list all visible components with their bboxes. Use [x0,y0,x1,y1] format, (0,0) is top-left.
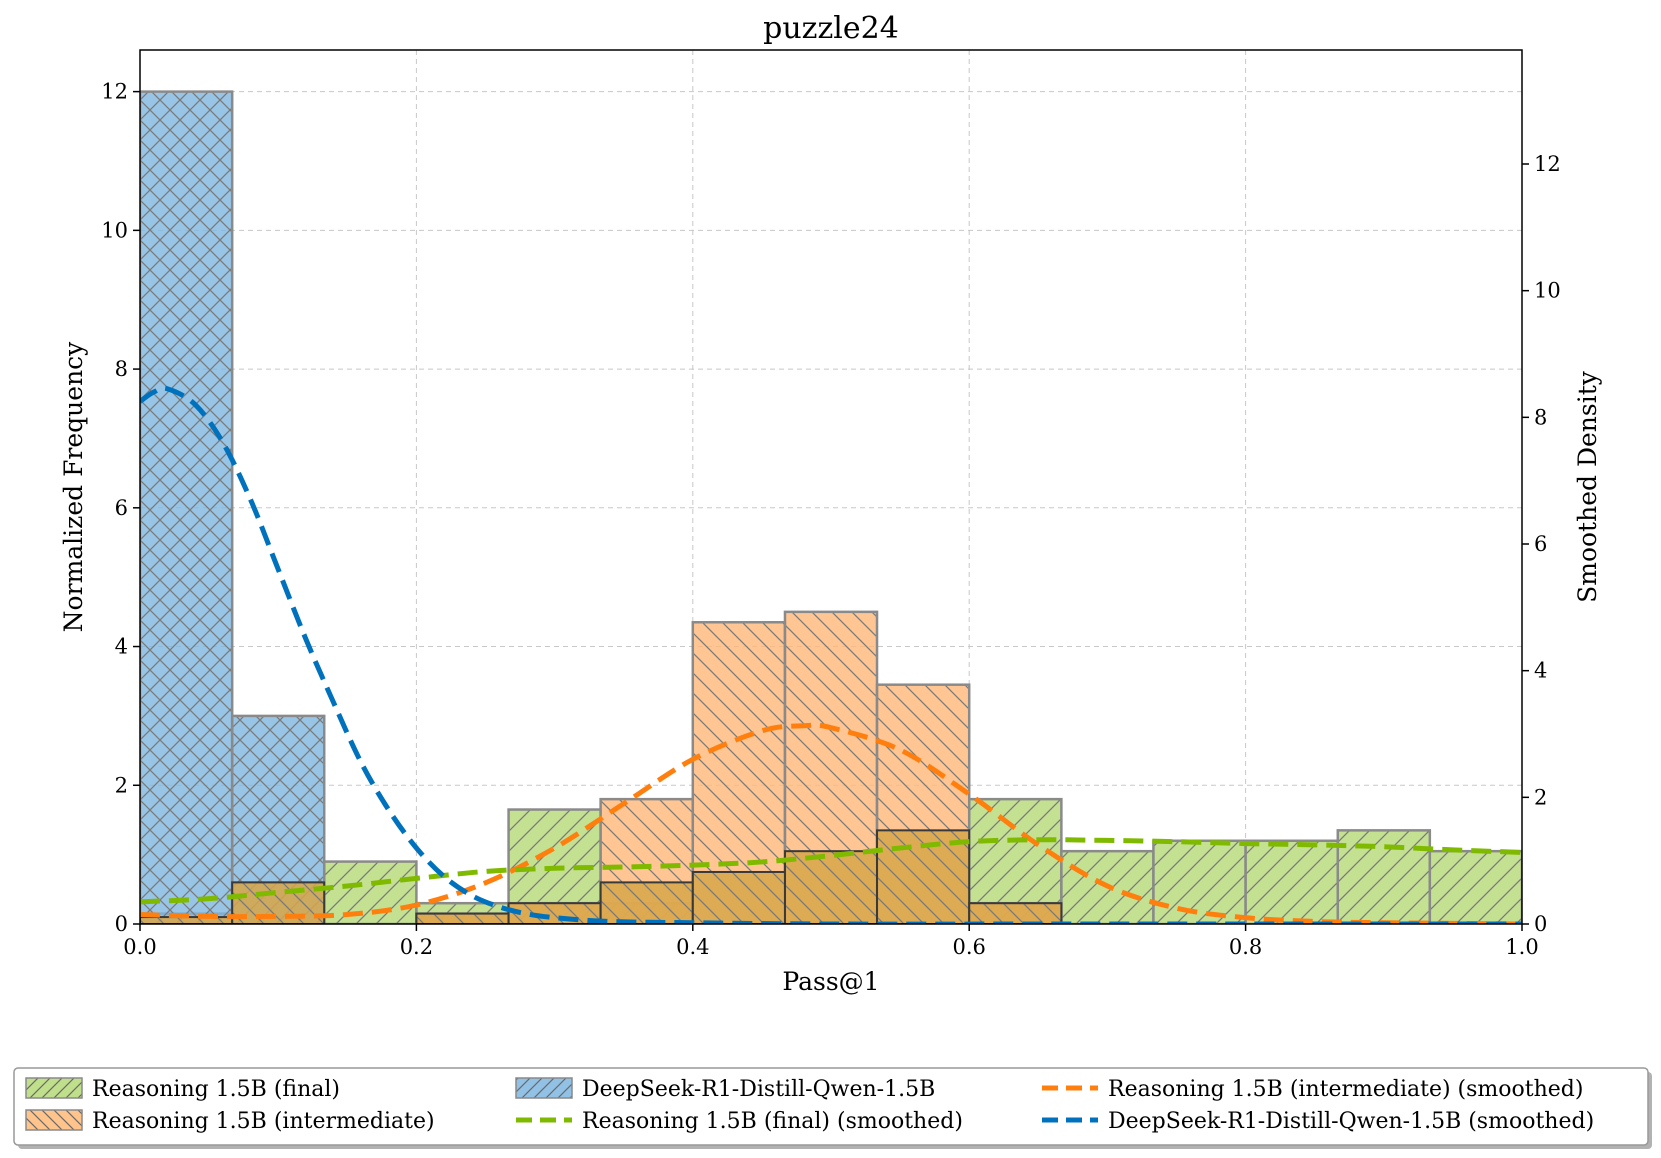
x-axis: 0.0 0.2 0.4 0.6 0.8 1.0 [123,924,1539,959]
y2-tick-label: 0 [1534,912,1547,936]
legend-swatch-hatch-reasoning-1-5b-final [25,1077,83,1099]
y2-tick-label: 2 [1534,785,1547,809]
y2-tick-label: 12 [1534,152,1561,176]
y2-tick-label: 4 [1534,659,1547,683]
legend-label-reasoning-1-5b-intermediate: Reasoning 1.5B (intermediate) [92,1109,435,1134]
y-tick-label: 0 [115,912,128,936]
legend-label-reasoning-1-5b-final: Reasoning 1.5B (final) [92,1077,340,1102]
smoothed-curves [140,385,1522,924]
bar-outline-deepseek-r1-distill-qwen-1-5b [140,90,234,924]
x-tick-label: 0.6 [952,935,985,959]
legend-box [13,1067,1649,1146]
x-tick-label: 0.2 [400,935,433,959]
legend-swatch-hatch-reasoning-1-5b-intermediate [25,1109,83,1131]
x-tick-label: 1.0 [1505,935,1538,959]
x-tick-label: 0.0 [123,935,156,959]
legend-swatch-hatch-deepseek-r1-distill-qwen-1-5b [515,1077,573,1099]
legend-label-reasoning-1-5b-final-smoothed: Reasoning 1.5B (final) (smoothed) [582,1109,963,1134]
bar-hatch-reasoning-1-5b-final [1429,851,1522,924]
y2-tick-label: 10 [1534,279,1561,303]
bar-overlap-hatch [969,903,1062,924]
x-tick-label: 0.8 [1229,935,1262,959]
bar-hatch-reasoning-1-5b-final [1153,840,1246,924]
bar-hatch-reasoning-1-5b-final [324,861,417,924]
bar-overlap-hatch [232,882,325,924]
bar-overlap-outline [231,881,326,924]
bar-overlap-hatch [692,871,785,924]
bar-outline-deepseek-r1-distill-qwen-1-5b [230,714,326,924]
y-axis-label: Normalized Frequency [59,341,88,632]
bar-overlap-hatch [416,913,509,924]
chart-title: puzzle24 [763,11,899,46]
bar-overlap-hatch [508,903,601,924]
y2-tick-label: 8 [1534,405,1547,429]
bar-hatch-deepseek-r1-distill-qwen-1-5b [140,91,233,924]
x-axis-label: Pass@1 [782,967,879,996]
y-axis-left: 0 2 4 6 8 10 12 [101,80,140,936]
y-tick-label: 8 [115,357,128,381]
bar-overlap-hatch [600,882,693,924]
bar-overlap-hatch [784,851,878,924]
legend: Reasoning 1.5B (final) Reasoning 1.5B (in… [13,1067,1652,1149]
x-tick-label: 0.4 [676,935,709,959]
plot-frame [139,49,1523,925]
y-tick-label: 12 [101,80,128,104]
y2-axis-label: Smoothed Density [1573,370,1602,603]
legend-label-deepseek-r1-distill-qwen-1-5b-smoothed: DeepSeek-R1-Distill-Qwen-1.5B (smoothed) [1108,1109,1594,1134]
y-tick-label: 4 [115,635,128,659]
y2-tick-label: 6 [1534,532,1547,556]
y-tick-label: 10 [101,218,128,242]
bar-hatch-reasoning-1-5b-final [1245,840,1338,924]
y-axis-right: 0 2 4 6 8 10 12 [1522,152,1561,936]
bar-hatch-reasoning-1-5b-final [1337,830,1430,924]
curve-reasoning-1-5b-intermediate-smoothed [140,722,1522,924]
bar-outline-reasoning-1-5b-intermediate [875,683,971,924]
bar-overlap-outline [968,902,1063,924]
legend-label-reasoning-1-5b-intermediate-smoothed: Reasoning 1.5B (intermediate) (smoothed) [1108,1077,1583,1102]
y-tick-label: 6 [115,496,128,520]
bar-overlap-hatch [140,917,233,924]
legend-label-deepseek-r1-distill-qwen-1-5b: DeepSeek-R1-Distill-Qwen-1.5B [582,1077,935,1102]
y-tick-label: 2 [115,773,128,797]
